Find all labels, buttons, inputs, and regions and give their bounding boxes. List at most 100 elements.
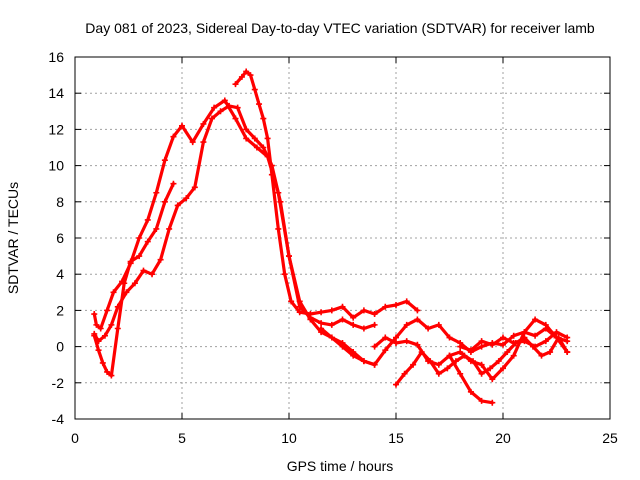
data-point [243, 135, 250, 142]
data-point [153, 189, 160, 196]
data-point [200, 120, 207, 127]
data-point [425, 358, 432, 365]
data-point [532, 343, 539, 350]
data-point [339, 303, 346, 310]
data-point [457, 343, 464, 350]
data-point [110, 289, 117, 296]
data-point [489, 399, 496, 406]
data-point [401, 370, 408, 377]
data-point [328, 334, 335, 341]
data-point [339, 343, 346, 350]
series-line [447, 317, 569, 381]
data-point [234, 104, 241, 111]
data-point [403, 338, 410, 345]
data-point [500, 341, 506, 348]
data-point [403, 298, 410, 305]
y-axis-label: SDTVAR / TECUs [5, 182, 21, 294]
data-point [104, 368, 111, 375]
data-point [136, 253, 143, 260]
data-point [487, 365, 494, 372]
data-point [318, 309, 325, 316]
data-point [564, 349, 571, 356]
data-point [256, 101, 263, 108]
data-point [504, 349, 511, 356]
data-point [382, 347, 389, 354]
data-series [91, 68, 571, 406]
data-point [108, 372, 115, 379]
y-tick-label: 10 [48, 158, 64, 174]
series-track-3 [91, 180, 177, 379]
data-point [532, 316, 539, 323]
data-point [457, 349, 464, 356]
x-tick-label: 15 [388, 430, 404, 446]
data-point [328, 321, 335, 328]
y-axis-ticks: -4 -2 0 2 4 6 8 10 12 14 16 [48, 49, 610, 427]
data-point [521, 338, 528, 345]
data-point [478, 338, 485, 345]
data-point [157, 256, 164, 263]
data-point [547, 349, 554, 356]
data-point [478, 397, 485, 404]
data-point [414, 307, 421, 314]
data-point [371, 343, 378, 350]
data-point [286, 253, 292, 260]
data-point [288, 298, 295, 305]
y-tick-label: 12 [48, 121, 64, 137]
data-point [435, 321, 442, 328]
data-point [489, 376, 496, 383]
x-tick-label: 20 [495, 430, 511, 446]
y-tick-label: -4 [52, 411, 65, 427]
data-point [393, 381, 399, 388]
data-point [149, 271, 156, 278]
x-axis-ticks: 0 5 10 15 20 25 [71, 57, 618, 446]
data-point [538, 352, 545, 359]
data-point [221, 97, 228, 104]
data-point [500, 334, 506, 341]
data-point [232, 115, 239, 122]
data-point [174, 202, 181, 209]
y-tick-label: 0 [56, 339, 64, 355]
data-point [542, 321, 549, 328]
data-point [307, 316, 314, 323]
data-point [127, 258, 134, 265]
data-point [495, 358, 502, 365]
data-point [478, 370, 485, 377]
series-line [373, 336, 494, 405]
data-point [91, 332, 98, 339]
data-point [260, 144, 267, 151]
data-point [360, 307, 367, 314]
data-point [467, 358, 474, 365]
data-point [211, 104, 218, 111]
data-point [360, 358, 367, 365]
x-tick-label: 0 [71, 430, 79, 446]
y-tick-label: 2 [56, 302, 64, 318]
series-track-9 [457, 329, 571, 354]
y-tick-label: -2 [52, 375, 65, 391]
data-point [435, 370, 442, 377]
data-point [179, 122, 185, 129]
data-point [275, 225, 282, 232]
data-point [144, 216, 151, 223]
data-point [489, 341, 496, 348]
data-point [403, 321, 410, 328]
data-point [564, 334, 571, 341]
data-point [393, 339, 399, 346]
y-tick-label: 16 [48, 49, 64, 65]
series-track-8 [446, 316, 571, 383]
data-point [410, 361, 417, 368]
data-point [467, 347, 474, 354]
data-point [108, 321, 115, 328]
data-point [191, 184, 198, 191]
data-point [328, 307, 335, 314]
data-point [243, 126, 250, 133]
data-point [425, 325, 432, 332]
data-point [478, 343, 485, 350]
data-point [170, 133, 177, 140]
data-point [446, 334, 453, 341]
data-point [140, 267, 147, 274]
data-point [101, 332, 108, 339]
data-point [161, 157, 168, 164]
data-point [114, 325, 121, 332]
data-point [382, 303, 389, 310]
